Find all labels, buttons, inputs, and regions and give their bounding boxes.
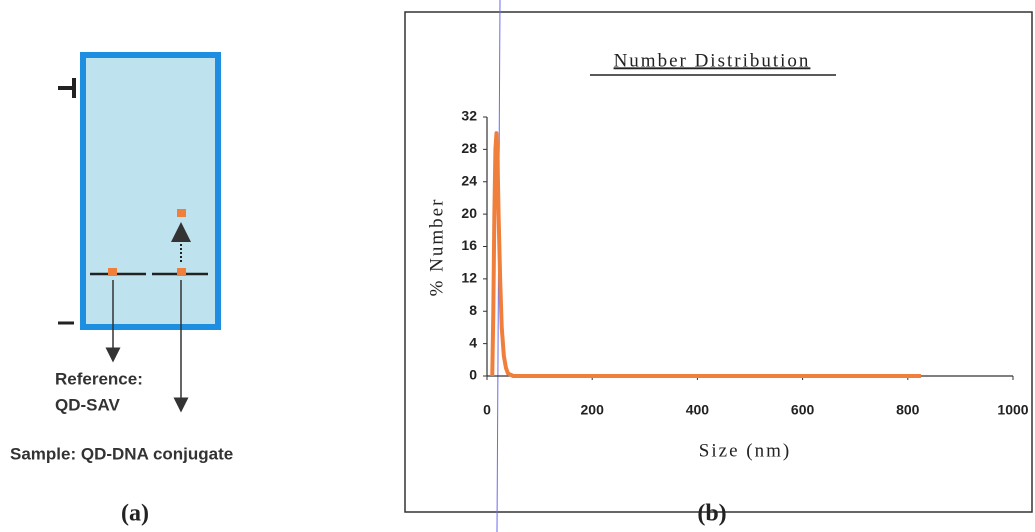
caption: (a): [121, 501, 149, 527]
y-tick-label: 28: [461, 140, 477, 156]
band: [177, 209, 186, 217]
y-tick-label: 12: [461, 270, 477, 286]
x-tick-label: 0: [483, 402, 491, 418]
y-tick-label: 8: [469, 302, 477, 318]
y-tick-label: 32: [461, 108, 477, 124]
y-axis-label: % Number: [426, 198, 447, 297]
sample-label: Sample: QD-DNA conjugate: [10, 444, 233, 463]
y-tick-label: 4: [469, 334, 477, 350]
caption: (b): [697, 501, 726, 527]
y-tick-label: 0: [469, 367, 477, 383]
x-tick-label: 1000: [997, 402, 1028, 418]
band: [108, 268, 117, 276]
chart-frame: [404, 11, 1033, 513]
band: [177, 268, 186, 276]
gel-lane: [80, 52, 221, 330]
x-tick-label: 400: [686, 402, 710, 418]
electrode-top: [58, 78, 76, 98]
chart-title: Number Distribution: [614, 50, 811, 71]
x-axis-label: Size (nm): [699, 440, 791, 461]
y-tick-label: 16: [461, 237, 477, 253]
y-tick-label: 20: [461, 205, 477, 221]
reference-label: Reference:: [55, 369, 143, 388]
data-line: [490, 131, 921, 378]
reference-name: QD-SAV: [55, 395, 121, 414]
y-tick-label: 24: [461, 172, 477, 188]
x-tick-label: 600: [791, 402, 815, 418]
x-tick-label: 800: [896, 402, 920, 418]
x-tick-label: 200: [581, 402, 605, 418]
